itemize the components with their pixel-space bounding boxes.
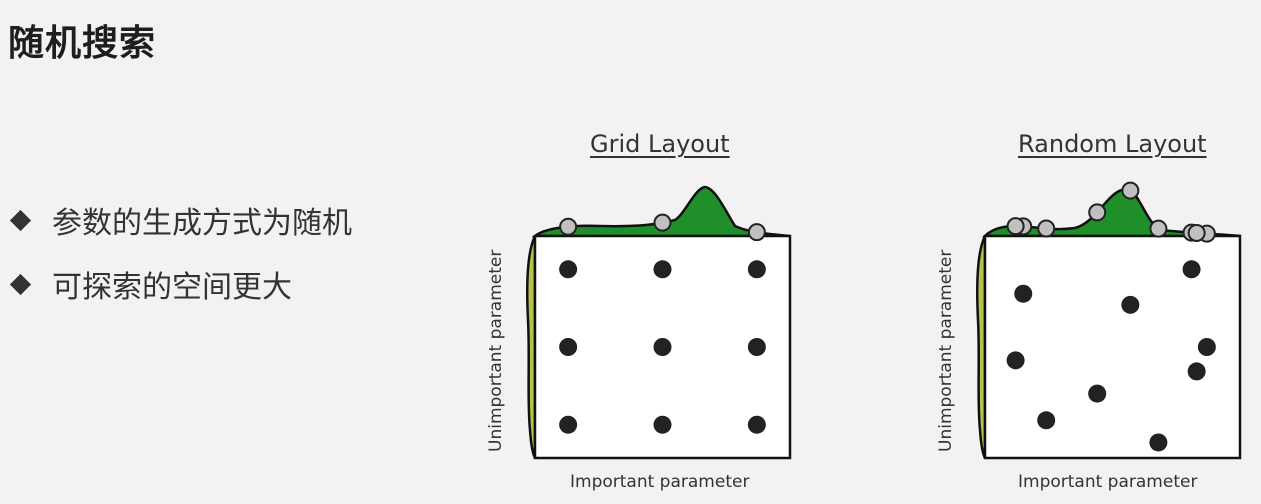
sample-point <box>653 415 672 434</box>
marginal-sample-marker <box>1121 181 1140 200</box>
sample-point <box>1014 284 1033 303</box>
sample-point <box>747 260 766 279</box>
diamond-bullet-icon <box>9 273 31 295</box>
bullet-item: 可探索的空间更大 <box>9 252 352 316</box>
marginal-sample-marker <box>559 217 578 236</box>
sample-point <box>559 338 578 356</box>
sample-point <box>653 338 672 356</box>
slide-title: 随机搜索 <box>8 23 157 64</box>
sample-point <box>747 415 766 434</box>
sample-point <box>1006 351 1025 370</box>
grid-x-axis-label: Important parameter <box>570 472 750 492</box>
bullet-text: 参数的生成方式为随机 <box>52 206 352 241</box>
marginal-sample-marker <box>747 223 766 242</box>
bullet-list: 参数的生成方式为随机 可探索的空间更大 <box>9 188 352 316</box>
marginal-sample-marker <box>1088 203 1107 222</box>
sample-point <box>1121 295 1140 314</box>
sample-point <box>1037 411 1056 430</box>
unimportant-param-density <box>976 235 987 459</box>
marginal-sample-marker <box>1149 219 1168 238</box>
sample-point <box>1187 362 1206 381</box>
grid-y-axis-label: Unimportant parameter <box>486 249 506 452</box>
random-layout-title: Random Layout <box>1018 130 1207 158</box>
sample-point <box>1197 338 1216 356</box>
important-param-density <box>531 185 791 238</box>
marginal-sample-marker <box>1037 219 1056 238</box>
bullet-text: 可探索的空间更大 <box>52 270 292 305</box>
sample-point <box>747 338 766 356</box>
sample-point <box>1149 433 1168 452</box>
marginal-sample-marker <box>653 213 672 232</box>
random-layout-plot <box>976 181 1242 460</box>
sample-point <box>1182 260 1201 279</box>
grid-layout-title: Grid Layout <box>590 130 730 158</box>
random-y-axis-label: Unimportant parameter <box>936 249 956 452</box>
grid-layout-plot <box>526 185 792 460</box>
unimportant-param-density <box>526 235 537 459</box>
marginal-sample-marker <box>1006 217 1025 236</box>
sample-point <box>1088 384 1107 403</box>
marginal-sample-marker <box>1187 223 1206 242</box>
diamond-bullet-icon <box>9 209 31 231</box>
bullet-item: 参数的生成方式为随机 <box>9 188 352 252</box>
sample-point <box>653 260 672 279</box>
sample-point <box>559 260 578 279</box>
sample-point <box>559 415 578 434</box>
random-x-axis-label: Important parameter <box>1018 472 1198 492</box>
